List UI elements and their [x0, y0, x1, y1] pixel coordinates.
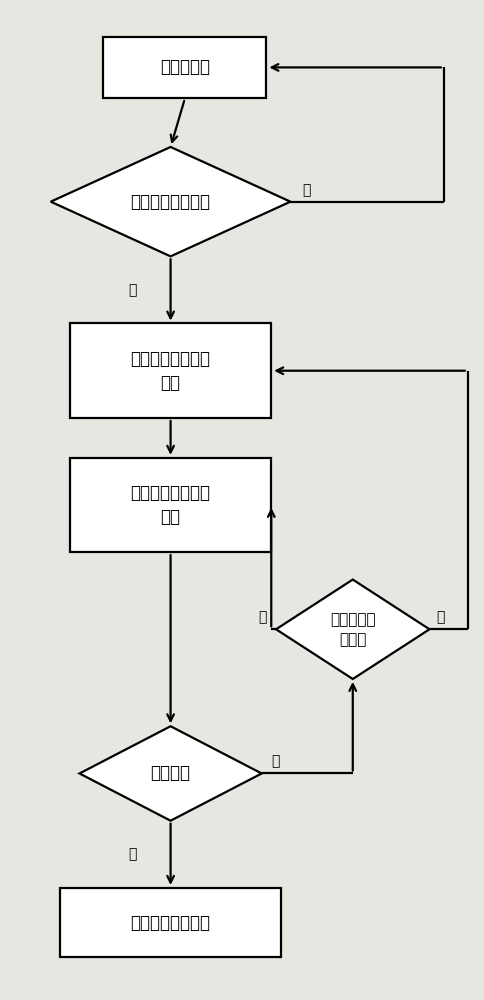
Text: 关节期望轨迹迭代
规划: 关节期望轨迹迭代 规划: [130, 350, 210, 392]
Text: 接触目标: 接触目标: [150, 764, 190, 782]
Bar: [70, 323, 271, 418]
Text: 机械臂角位置闭环
控制: 机械臂角位置闭环 控制: [130, 484, 210, 526]
Text: 机械臂力闭环控制: 机械臂力闭环控制: [130, 914, 210, 932]
Text: 气浮台到达抓捕点: 气浮台到达抓捕点: [130, 193, 210, 211]
Text: 进行预抓捕: 进行预抓捕: [160, 58, 210, 76]
Text: 否: 否: [271, 755, 279, 769]
Text: 是: 是: [128, 283, 136, 297]
Bar: [70, 458, 271, 552]
Text: 否: 否: [257, 610, 266, 624]
Text: 定时时间是
否到达: 定时时间是 否到达: [329, 612, 375, 647]
Text: 是: 是: [128, 847, 136, 861]
Polygon shape: [275, 580, 429, 679]
Bar: [60, 888, 280, 957]
Polygon shape: [51, 147, 290, 256]
Text: 否: 否: [302, 183, 310, 197]
Polygon shape: [79, 726, 261, 821]
Bar: [103, 37, 266, 98]
Text: 到: 到: [436, 610, 444, 624]
